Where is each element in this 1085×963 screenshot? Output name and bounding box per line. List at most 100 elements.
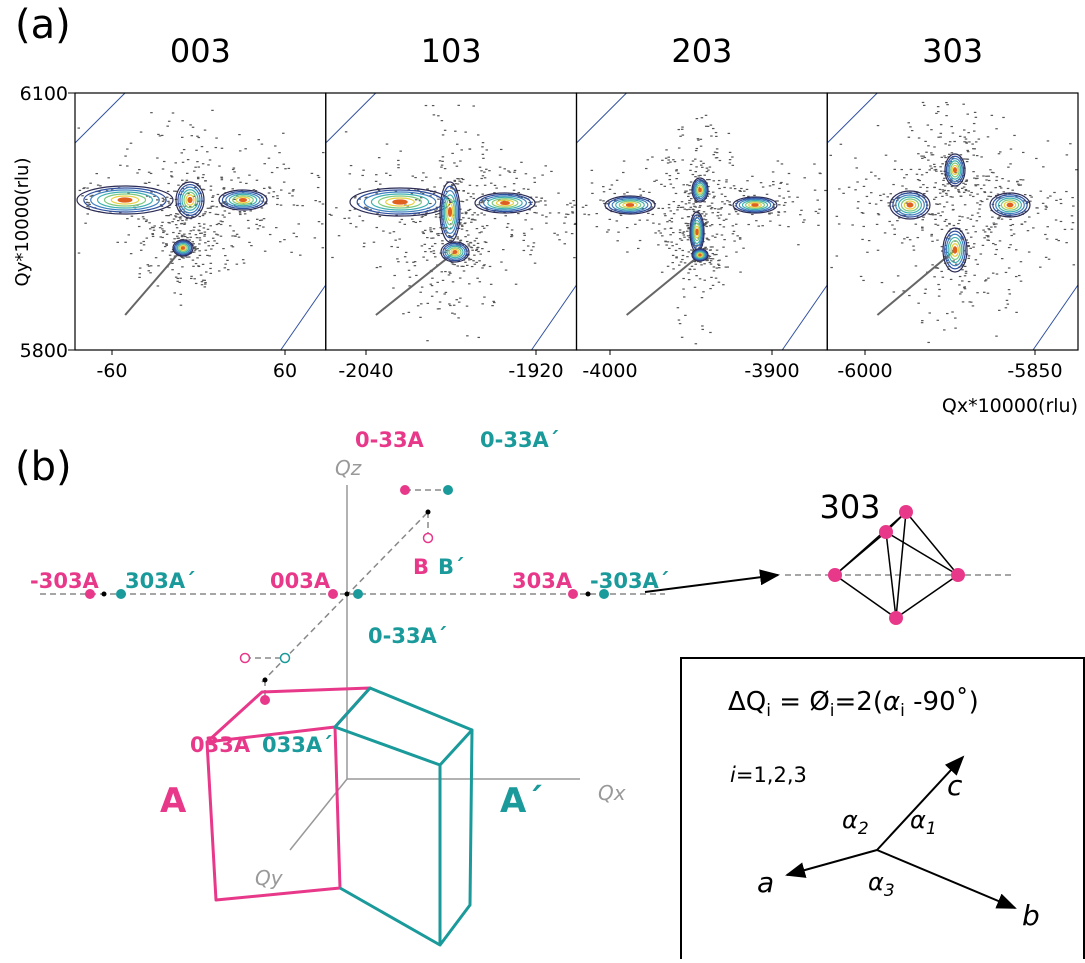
intensity-dot (848, 187, 851, 188)
intensity-dot (126, 218, 129, 219)
intensity-dot (205, 271, 208, 272)
intensity-dot (838, 223, 841, 224)
intensity-dot (951, 205, 954, 206)
intensity-dot (441, 120, 444, 121)
intensity-dot (215, 147, 218, 148)
intensity-dot (322, 203, 325, 204)
intensity-dot (769, 221, 772, 222)
intensity-dot (483, 214, 486, 215)
formula-part: α (883, 687, 900, 717)
intensity-dot (595, 213, 598, 214)
intensity-dot (475, 262, 478, 263)
intensity-dot (170, 175, 173, 176)
intensity-dot (175, 277, 178, 278)
intensity-dot (345, 131, 348, 132)
intensity-dot (944, 143, 947, 144)
intensity-dot (1053, 192, 1056, 193)
map-frame (75, 93, 326, 350)
intensity-dot (163, 161, 166, 162)
intensity-dot (425, 177, 428, 178)
intensity-dot (1008, 247, 1011, 248)
intensity-dot (947, 190, 950, 191)
intensity-dot (1055, 219, 1058, 220)
intensity-dot (163, 199, 166, 200)
intensity-dot (1040, 191, 1043, 192)
intensity-dot (962, 183, 965, 184)
intensity-dot (909, 239, 912, 240)
intensity-dot (713, 154, 716, 155)
intensity-dot (939, 193, 942, 194)
intensity-dot (976, 264, 979, 265)
intensity-dot (713, 266, 716, 267)
intensity-dot (933, 199, 936, 200)
intensity-dot (657, 208, 660, 209)
intensity-dot (282, 133, 285, 134)
intensity-dot (397, 167, 400, 168)
intensity-dot (659, 232, 662, 233)
intensity-dot (436, 233, 439, 234)
formula-part: -90˚) (905, 687, 979, 717)
intensity-dot (685, 203, 688, 204)
intensity-dot (1071, 229, 1074, 230)
intensity-dot (983, 185, 986, 186)
intensity-dot (699, 205, 702, 206)
intensity-dot (397, 247, 400, 248)
intensity-dot (150, 112, 153, 113)
intensity-dot (933, 164, 936, 165)
intensity-dot (677, 173, 680, 174)
intensity-dot (976, 193, 979, 194)
intensity-dot (222, 214, 225, 215)
intensity-dot (724, 196, 727, 197)
intensity-dot (143, 244, 146, 245)
intensity-dot (640, 195, 643, 196)
intensity-dot (857, 201, 860, 202)
intensity-dot (766, 194, 769, 195)
intensity-dot (203, 236, 206, 237)
contour (752, 204, 758, 206)
intensity-dot (161, 228, 164, 229)
intensity-dot (288, 193, 291, 194)
intensity-dot (699, 278, 702, 279)
intensity-dot (616, 220, 619, 221)
intensity-dot (481, 303, 484, 304)
intensity-dot (974, 112, 977, 113)
intensity-dot (819, 173, 822, 174)
intensity-dot (207, 229, 210, 230)
intensity-dot (1066, 154, 1069, 155)
vectors (787, 757, 1015, 908)
intensity-dot (1027, 230, 1030, 231)
intensity-dot (510, 234, 513, 235)
intensity-dot (966, 150, 969, 151)
intensity-dot (488, 170, 491, 171)
intensity-dot (218, 165, 221, 166)
intensity-dot (942, 184, 945, 185)
intensity-dot (86, 187, 89, 188)
intensity-dot (760, 182, 763, 183)
intensity-dot (929, 169, 932, 170)
intensity-dot (476, 278, 479, 279)
intensity-dot (466, 199, 469, 200)
intensity-dot (463, 270, 466, 271)
intensity-dot (692, 203, 695, 204)
intensity-dot (653, 181, 656, 182)
intensity-dot (238, 134, 241, 135)
intensity-dot (658, 223, 661, 224)
intensity-dot (179, 230, 182, 231)
intensity-dot (138, 226, 141, 227)
intensity-dot (150, 173, 153, 174)
intensity-dot (829, 155, 832, 156)
intensity-dot (204, 286, 207, 287)
intensity-dot (437, 199, 440, 200)
intensity-dot (893, 228, 896, 229)
intensity-dot (667, 241, 670, 242)
intensity-dot (174, 162, 177, 163)
intensity-dot (479, 281, 482, 282)
intensity-dot (229, 225, 232, 226)
intensity-dot (626, 227, 629, 228)
intensity-dot (702, 291, 705, 292)
intensity-dot (379, 266, 382, 267)
intensity-dot (431, 296, 434, 297)
intensity-dot (1001, 178, 1004, 179)
contour (626, 204, 633, 207)
intensity-dot (596, 226, 599, 227)
